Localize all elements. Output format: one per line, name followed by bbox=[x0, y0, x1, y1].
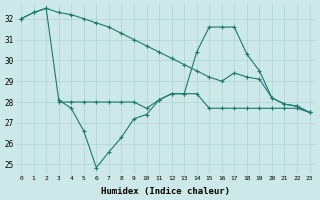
X-axis label: Humidex (Indice chaleur): Humidex (Indice chaleur) bbox=[101, 187, 230, 196]
